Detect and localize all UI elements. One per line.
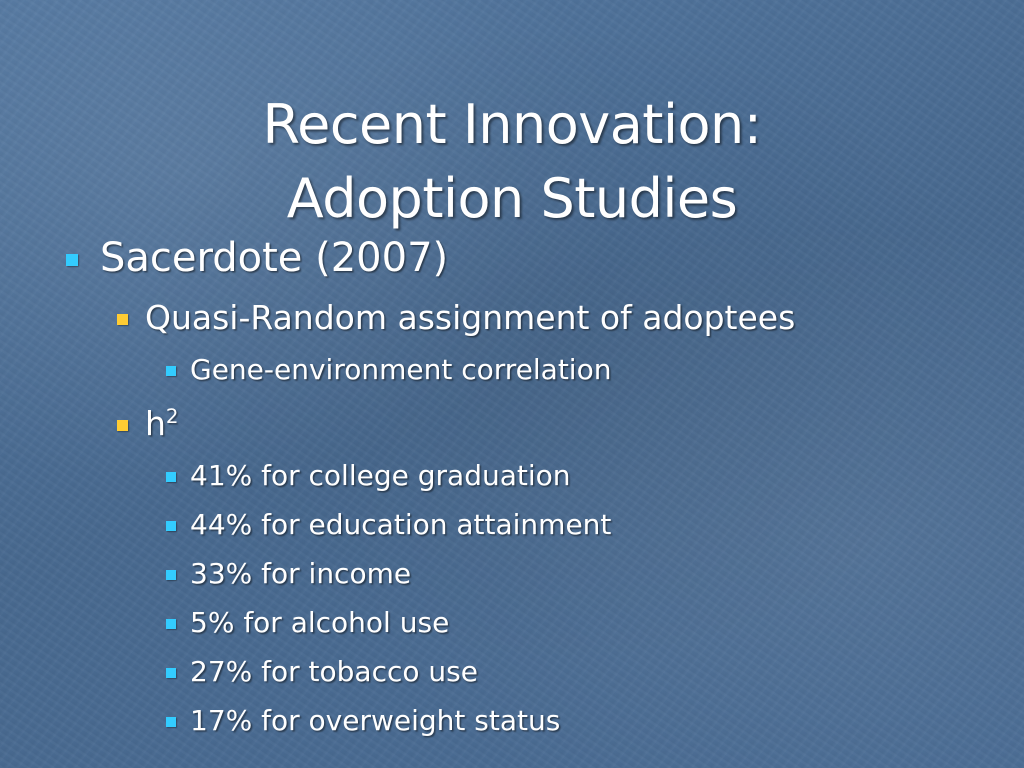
title-line-2: Adoption Studies (286, 167, 738, 231)
bullet-text: 41% for college graduation (190, 459, 571, 492)
bullet-text: Gene-environment correlation (190, 353, 612, 386)
bullet-item-tobacco: 27% for tobacco use (166, 653, 478, 691)
square-bullet-icon (166, 717, 176, 727)
bullet-item-alcohol: 5% for alcohol use (166, 604, 450, 642)
title-line-1: Recent Innovation: (262, 93, 762, 157)
bullet-item-gene-environment: Gene-environment correlation (166, 351, 612, 389)
bullet-item-education: 44% for education attainment (166, 506, 612, 544)
heritability-superscript: 2 (165, 405, 179, 428)
square-bullet-icon (166, 472, 176, 482)
bullet-item-college: 41% for college graduation (166, 457, 571, 495)
bullet-text: 44% for education attainment (190, 508, 612, 541)
bullet-text: 33% for income (190, 557, 412, 590)
bullet-text: 27% for tobacco use (190, 655, 478, 688)
bullet-text: Sacerdote (2007) (100, 235, 449, 281)
slide-title: Recent Innovation: Adoption Studies (0, 88, 1024, 236)
square-bullet-icon (166, 570, 176, 580)
square-bullet-icon (166, 619, 176, 629)
heritability-label: h (145, 404, 166, 443)
bullet-item-h2: h2 (117, 402, 179, 446)
bullet-item-income: 33% for income (166, 555, 412, 593)
bullet-text: 5% for alcohol use (190, 606, 450, 639)
square-bullet-icon (117, 314, 128, 325)
bullet-text: 17% for overweight status (190, 704, 561, 737)
bullet-item-sacerdote: Sacerdote (2007) (66, 233, 449, 283)
square-bullet-icon (166, 366, 176, 376)
square-bullet-icon (117, 420, 128, 431)
bullet-item-quasi-random: Quasi-Random assignment of adoptees (117, 296, 796, 340)
bullet-text: Quasi-Random assignment of adoptees (145, 298, 796, 337)
square-bullet-icon (66, 254, 78, 266)
square-bullet-icon (166, 521, 176, 531)
bullet-item-overweight: 17% for overweight status (166, 702, 561, 740)
square-bullet-icon (166, 668, 176, 678)
